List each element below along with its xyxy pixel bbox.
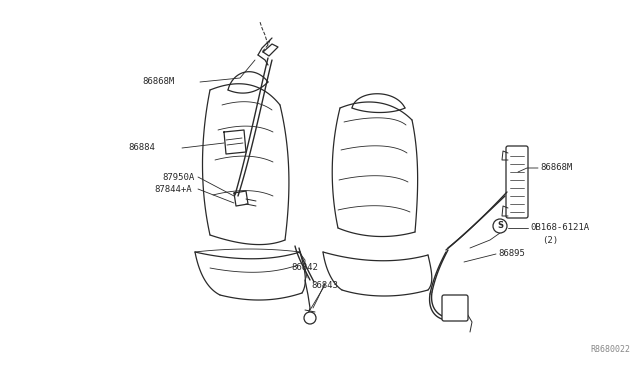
Text: 86868M: 86868M bbox=[540, 164, 572, 173]
Text: 86843: 86843 bbox=[312, 280, 339, 289]
Circle shape bbox=[304, 312, 316, 324]
Text: (2): (2) bbox=[542, 235, 558, 244]
Text: 86868M: 86868M bbox=[143, 77, 175, 87]
Text: 87950A: 87950A bbox=[163, 173, 195, 182]
Text: 86884: 86884 bbox=[128, 144, 155, 153]
FancyBboxPatch shape bbox=[506, 146, 528, 218]
FancyBboxPatch shape bbox=[442, 295, 468, 321]
Text: 86842: 86842 bbox=[292, 263, 319, 273]
Text: 86895: 86895 bbox=[498, 250, 525, 259]
Text: 87844+A: 87844+A bbox=[154, 185, 192, 193]
Text: R8680022: R8680022 bbox=[590, 345, 630, 354]
Text: S: S bbox=[497, 221, 503, 231]
Text: 0B168-6121A: 0B168-6121A bbox=[530, 224, 589, 232]
Circle shape bbox=[493, 219, 507, 233]
